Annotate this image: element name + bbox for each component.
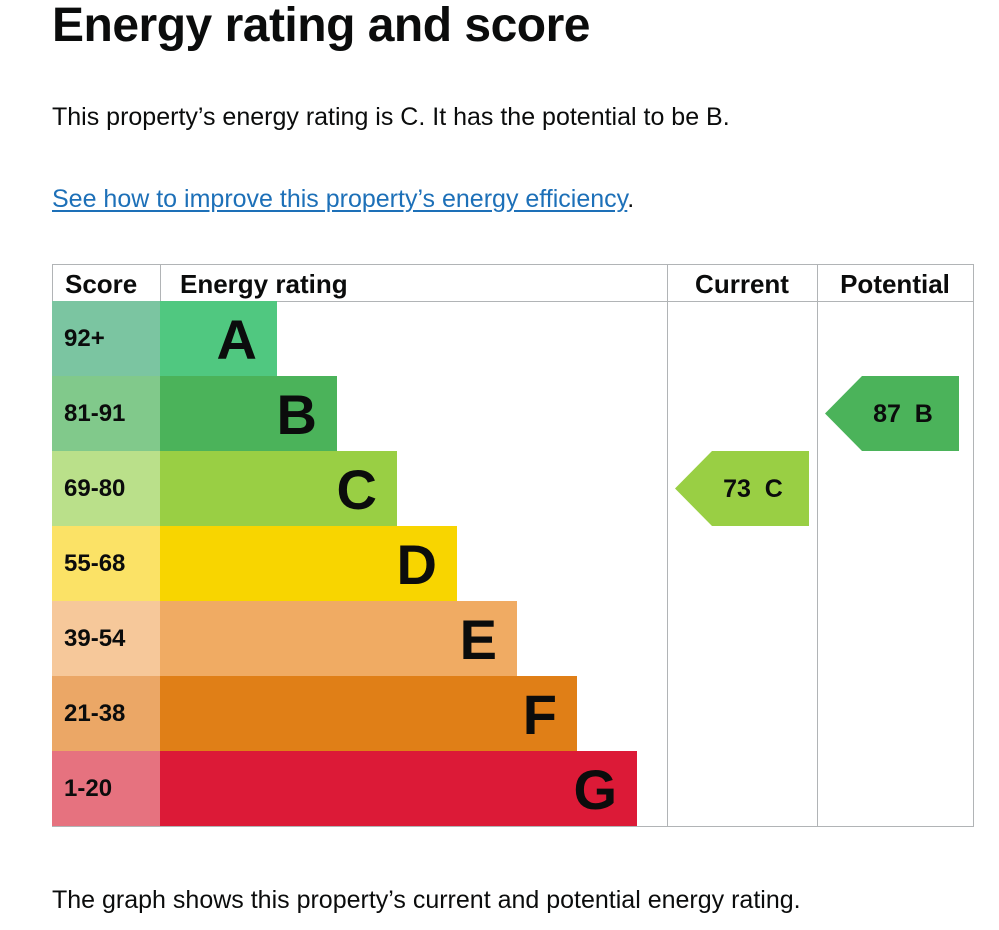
- score-range-c: 69-80: [64, 475, 125, 502]
- rating-letter-f: F: [523, 683, 557, 746]
- score-cell-e: [52, 601, 160, 676]
- header-score: Score: [65, 269, 137, 299]
- score-range-e: 39-54: [64, 625, 126, 652]
- score-cell-b: [52, 376, 160, 451]
- rating-summary: This property’s energy rating is C. It h…: [52, 103, 730, 131]
- score-range-b: 81-91: [64, 400, 125, 427]
- rating-letter-c: C: [337, 458, 377, 521]
- rating-bar-f: [160, 676, 577, 751]
- energy-rating-chart: Score Energy rating Current Potential 92+ A 81…: [52, 264, 974, 827]
- score-cell-g: [52, 751, 160, 826]
- score-range-a: 92+: [64, 325, 105, 352]
- rating-bar-a: [160, 301, 277, 376]
- potential-arrow: [825, 376, 959, 451]
- page-title: Energy rating and score: [52, 0, 591, 52]
- link-suffix: .: [627, 185, 635, 213]
- rating-letter-d: D: [397, 533, 437, 596]
- improve-paragraph: See how to improve this property’s energ…: [52, 185, 634, 214]
- rating-letter-e: E: [460, 608, 497, 671]
- rating-bar-g: [160, 751, 637, 826]
- score-cell-f: [52, 676, 160, 751]
- rating-letter-a: A: [217, 308, 257, 371]
- header-potential: Potential: [840, 269, 950, 299]
- header-current: Current: [695, 269, 789, 299]
- rating-bar-c: [160, 451, 397, 526]
- rating-bar-e: [160, 601, 517, 676]
- rating-letter-b: B: [277, 383, 317, 446]
- current-arrow: [675, 451, 809, 526]
- chart-caption: The graph shows this property’s current …: [52, 886, 801, 914]
- score-cell-c: [52, 451, 160, 526]
- score-range-d: 55-68: [64, 550, 125, 577]
- header-energy-rating: Energy rating: [180, 269, 348, 299]
- rating-letter-g: G: [573, 758, 617, 821]
- score-range-f: 21-38: [64, 700, 125, 727]
- potential-rating-label: 87 B: [873, 400, 933, 428]
- score-cell-a: [52, 301, 160, 376]
- rating-bar-d: [160, 526, 457, 601]
- rating-bar-b: [160, 376, 337, 451]
- improve-link[interactable]: See how to improve this property’s energ…: [52, 185, 628, 213]
- current-rating-label: 73 C: [723, 475, 783, 503]
- score-cell-d: [52, 526, 160, 601]
- score-range-g: 1-20: [64, 775, 112, 802]
